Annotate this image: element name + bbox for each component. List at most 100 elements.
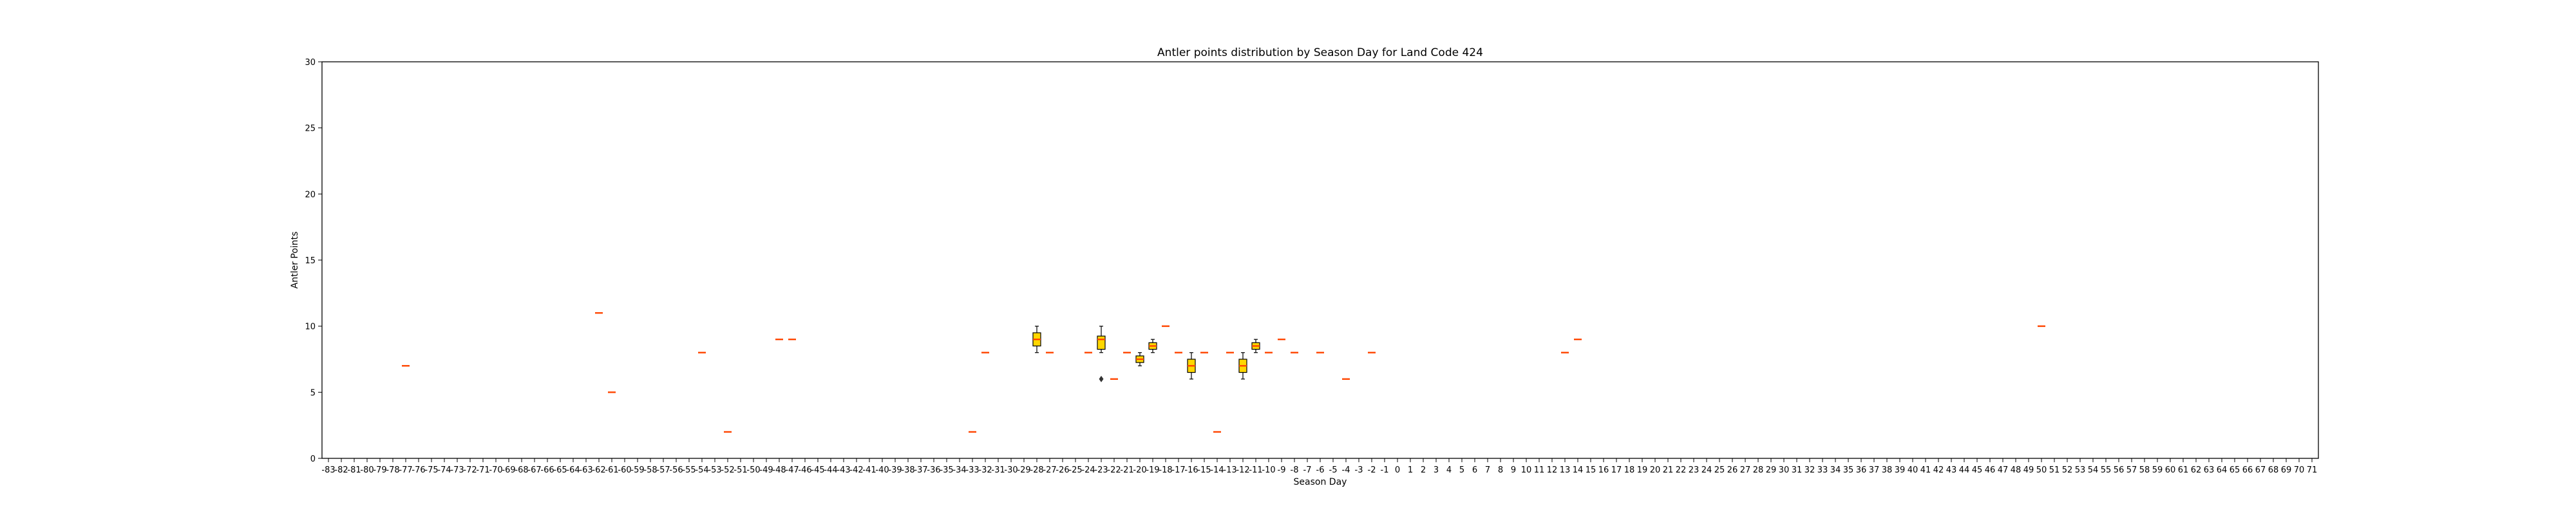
x-tick-label: -61 xyxy=(605,465,618,475)
x-tick-label: -68 xyxy=(515,465,528,475)
x-tick-label: 33 xyxy=(1817,465,1828,475)
x-tick-label: 17 xyxy=(1611,465,1622,475)
x-tick-label: 20 xyxy=(1650,465,1661,475)
box-body xyxy=(1097,335,1106,350)
x-tick-label: -83 xyxy=(321,465,335,475)
x-tick-label: -77 xyxy=(399,465,412,475)
x-tick-label: -80 xyxy=(360,465,374,475)
x-tick-label: 28 xyxy=(1753,465,1764,475)
box--11 xyxy=(1251,339,1260,353)
y-tick-label: 25 xyxy=(305,124,316,134)
x-tick-label: 66 xyxy=(2242,465,2253,475)
x-tick-label: -4 xyxy=(1342,465,1350,475)
x-tick-label: -28 xyxy=(1030,465,1043,475)
x-tick-label: -45 xyxy=(811,465,824,475)
x-tick-label: 14 xyxy=(1573,465,1584,475)
y-tick-label: 0 xyxy=(310,454,316,464)
x-tick-label: 56 xyxy=(2114,465,2125,475)
x-tick-label: -58 xyxy=(643,465,657,475)
x-tick-label: 16 xyxy=(1598,465,1609,475)
x-tick-label: -67 xyxy=(527,465,541,475)
x-tick-label: -60 xyxy=(618,465,631,475)
x-tick-label: -49 xyxy=(759,465,773,475)
x-tick-label: -71 xyxy=(476,465,489,475)
x-tick-label: -21 xyxy=(1120,465,1133,475)
y-tick-label: 20 xyxy=(305,190,316,200)
x-tick-label: -63 xyxy=(579,465,592,475)
x-tick-label: 49 xyxy=(2023,465,2034,475)
x-tick-label: 22 xyxy=(1676,465,1687,475)
x-tick-label: -62 xyxy=(592,465,605,475)
x-tick-label: 21 xyxy=(1663,465,1674,475)
x-tick-label: 0 xyxy=(1395,465,1400,475)
x-tick-label: 53 xyxy=(2075,465,2086,475)
x-tick-label: 58 xyxy=(2139,465,2150,475)
x-tick-label: 60 xyxy=(2165,465,2176,475)
x-tick-label: 18 xyxy=(1624,465,1635,475)
x-tick-label: 29 xyxy=(1766,465,1777,475)
x-tick-label: 36 xyxy=(1856,465,1867,475)
x-tick-label: 52 xyxy=(2062,465,2073,475)
x-tick-label: -10 xyxy=(1262,465,1275,475)
x-tick-label: -34 xyxy=(952,465,966,475)
x-tick-label: 59 xyxy=(2152,465,2163,475)
x-tick-label: -65 xyxy=(553,465,567,475)
x-tick-label: -32 xyxy=(978,465,992,475)
x-tick-label: -79 xyxy=(373,465,386,475)
y-tick-label: 30 xyxy=(305,58,316,68)
x-tick-label: 41 xyxy=(1920,465,1931,475)
chart-title: Antler points distribution by Season Day… xyxy=(1157,46,1483,59)
x-tick-label: 5 xyxy=(1459,465,1464,475)
x-tick-label: -54 xyxy=(695,465,708,475)
x-tick-label: -16 xyxy=(1184,465,1198,475)
x-tick-label: 44 xyxy=(1959,465,1970,475)
x-tick-label: 64 xyxy=(2217,465,2228,475)
x-tick-label: -42 xyxy=(849,465,863,475)
x-tick-label: 30 xyxy=(1779,465,1790,475)
x-tick-label: 13 xyxy=(1560,465,1571,475)
x-tick-label: -1 xyxy=(1381,465,1389,475)
x-tick-label: -36 xyxy=(927,465,940,475)
x-tick-label: 70 xyxy=(2294,465,2305,475)
x-tick-label: -43 xyxy=(837,465,850,475)
x-tick-label: 24 xyxy=(1701,465,1712,475)
x-tick-label: -46 xyxy=(798,465,811,475)
x-tick-label: 51 xyxy=(2049,465,2060,475)
x-tick-label: -27 xyxy=(1043,465,1056,475)
x-tick-label: 39 xyxy=(1895,465,1906,475)
x-tick-label: 42 xyxy=(1933,465,1944,475)
x-tick-label: -82 xyxy=(334,465,348,475)
box--12 xyxy=(1238,352,1247,380)
y-tick-label: 10 xyxy=(305,323,316,332)
x-tick-label: 43 xyxy=(1946,465,1957,475)
x-tick-label: -59 xyxy=(630,465,644,475)
x-tick-label: 11 xyxy=(1534,465,1545,475)
x-tick-label: -78 xyxy=(386,465,399,475)
x-tick-label: -18 xyxy=(1159,465,1172,475)
y-axis: 0 5 10 15 20 25 30 xyxy=(305,58,322,464)
x-axis-label: Season Day xyxy=(1294,477,1347,487)
x-tick-label: 4 xyxy=(1446,465,1452,475)
x-tick-label: -70 xyxy=(489,465,502,475)
x-tick-label: -9 xyxy=(1278,465,1286,475)
x-tick-label: 65 xyxy=(2230,465,2240,475)
x-tick-label: -55 xyxy=(682,465,696,475)
x-axis: -83-82-81-80-79-78-77-76-75-74-73-72-71-… xyxy=(321,458,2317,475)
x-tick-label: 47 xyxy=(1998,465,2009,475)
x-tick-label: -41 xyxy=(862,465,876,475)
x-tick-label: 48 xyxy=(2011,465,2022,475)
x-tick-label: -51 xyxy=(734,465,747,475)
x-tick-label: 50 xyxy=(2036,465,2047,475)
x-tick-label: 57 xyxy=(2126,465,2137,475)
y-axis-label: Antler Points xyxy=(290,232,300,289)
x-tick-label: -74 xyxy=(437,465,451,475)
x-tick-label: -20 xyxy=(1133,465,1146,475)
x-tick-label: -56 xyxy=(669,465,683,475)
x-tick-label: -15 xyxy=(1197,465,1211,475)
x-tick-label: 38 xyxy=(1882,465,1893,475)
x-tick-label: 25 xyxy=(1714,465,1725,475)
x-tick-label: -23 xyxy=(1094,465,1108,475)
x-tick-label: 6 xyxy=(1472,465,1477,475)
x-tick-label: -17 xyxy=(1171,465,1185,475)
y-tick-label: 15 xyxy=(305,256,316,266)
